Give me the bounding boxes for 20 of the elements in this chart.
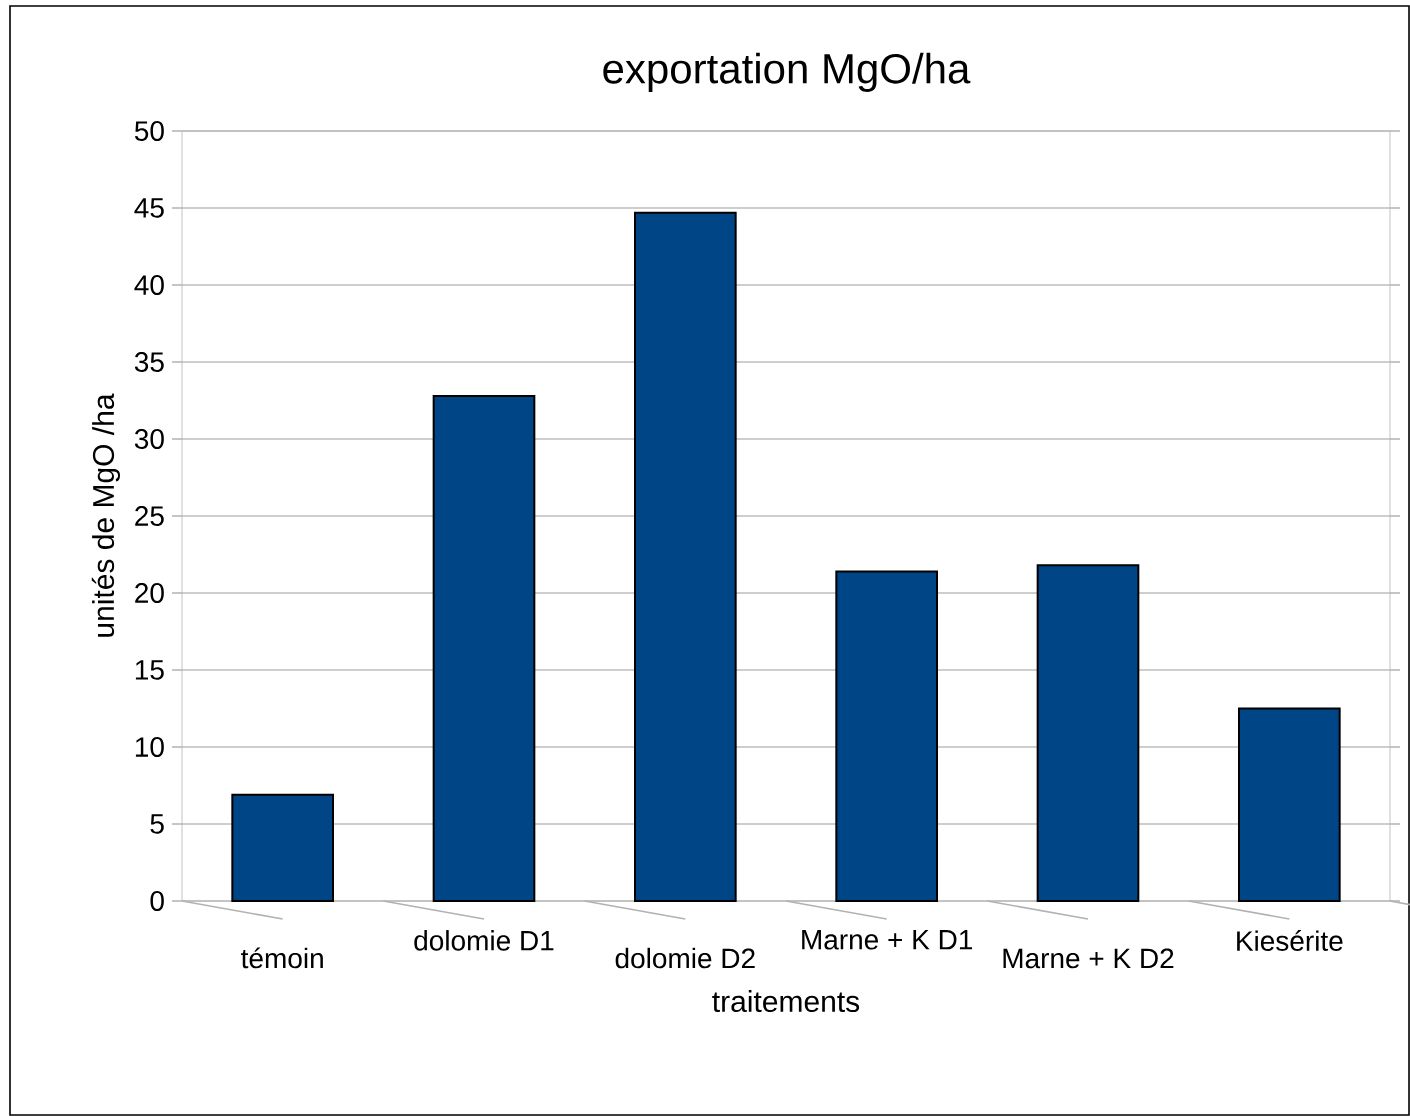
y-tick-label: 5 <box>150 814 164 834</box>
x-axis-title: traitements <box>712 990 860 1013</box>
y-tick-label: 45 <box>134 198 164 218</box>
y-tick-label: 0 <box>150 891 164 911</box>
y-tick-label: 50 <box>134 121 164 141</box>
chart-title: exportation MgO/ha <box>603 52 971 92</box>
x-tick-label: témoin <box>241 947 323 969</box>
x-tick-label: dolomie D1 <box>414 930 554 951</box>
y-tick-label: 15 <box>135 660 164 680</box>
y-tick-label: 35 <box>134 352 164 372</box>
x-tick-label: Marne + K D1 <box>802 930 973 950</box>
y-tick-label: 40 <box>134 275 164 295</box>
y-tick-label: 25 <box>135 506 164 526</box>
x-tick-label: dolomie D2 <box>615 947 755 969</box>
y-tick-label: 20 <box>135 583 164 603</box>
y-axis-title: unités de MgO /ha <box>91 393 121 637</box>
x-tick-label: Kiesérite <box>1237 930 1343 951</box>
y-tick-label: 30 <box>134 429 164 449</box>
y-tick-label: 10 <box>135 737 164 757</box>
x-tick-label: Marne + K D2 <box>1003 948 1174 969</box>
